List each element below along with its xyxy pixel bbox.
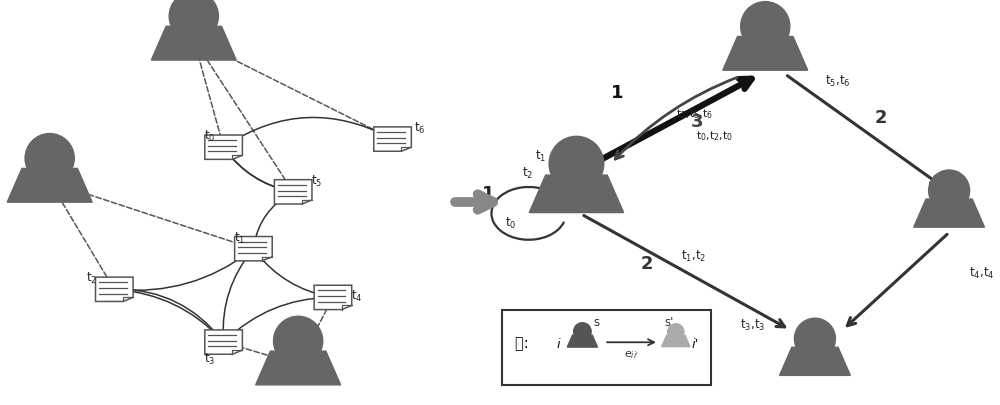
FancyBboxPatch shape [502, 310, 711, 385]
Text: 1: 1 [482, 185, 495, 202]
Ellipse shape [794, 318, 835, 360]
Text: t$_6$: t$_6$ [414, 121, 426, 136]
Text: t$_5$,t$_6$: t$_5$,t$_6$ [825, 74, 850, 89]
Polygon shape [274, 180, 312, 205]
Text: t$_0$: t$_0$ [505, 216, 516, 231]
Polygon shape [529, 176, 624, 213]
Polygon shape [7, 169, 92, 202]
Ellipse shape [274, 316, 323, 366]
Ellipse shape [169, 0, 218, 42]
Text: e$_{ii'}$: e$_{ii'}$ [624, 348, 640, 360]
Ellipse shape [574, 323, 591, 341]
Text: i': i' [692, 337, 699, 350]
Ellipse shape [741, 2, 790, 52]
Ellipse shape [549, 137, 604, 192]
Text: t$_2$: t$_2$ [86, 271, 98, 286]
Polygon shape [256, 351, 341, 385]
Text: s: s [593, 315, 599, 328]
Polygon shape [914, 200, 985, 228]
Text: t$_3$,t$_3$: t$_3$,t$_3$ [740, 317, 766, 332]
Text: t$_1$: t$_1$ [234, 230, 245, 245]
Text: t$_2$: t$_2$ [522, 165, 533, 180]
Polygon shape [205, 330, 242, 354]
Text: t$_4$: t$_4$ [351, 288, 362, 303]
Polygon shape [96, 277, 133, 302]
Polygon shape [723, 37, 808, 71]
Text: i: i [557, 337, 560, 350]
Polygon shape [314, 286, 352, 310]
Polygon shape [567, 335, 597, 347]
Text: 2: 2 [641, 254, 654, 272]
Polygon shape [235, 237, 272, 261]
Text: t$_3$: t$_3$ [204, 351, 215, 366]
Polygon shape [205, 136, 242, 160]
Text: t$_0$: t$_0$ [204, 128, 215, 143]
Text: 边:: 边: [515, 336, 533, 351]
Polygon shape [151, 27, 236, 61]
Ellipse shape [25, 134, 74, 183]
Ellipse shape [929, 171, 970, 212]
Text: t$_1$,t$_2$: t$_1$,t$_2$ [681, 248, 706, 263]
Text: t$_1$: t$_1$ [535, 149, 546, 164]
Text: s': s' [664, 315, 674, 328]
Text: t$_5$,t$_5$,t$_6$: t$_5$,t$_5$,t$_6$ [676, 107, 713, 120]
Text: t$_0$,t$_2$,t$_0$: t$_0$,t$_2$,t$_0$ [696, 129, 733, 143]
Text: 1: 1 [611, 84, 624, 102]
Polygon shape [662, 336, 690, 347]
Polygon shape [374, 128, 411, 152]
Text: t$_4$,t$_4$: t$_4$,t$_4$ [969, 265, 995, 281]
Polygon shape [780, 347, 850, 375]
Text: t$_5$: t$_5$ [311, 173, 322, 189]
Ellipse shape [668, 324, 684, 341]
Text: 3: 3 [691, 113, 703, 130]
Text: 2: 2 [875, 109, 888, 126]
